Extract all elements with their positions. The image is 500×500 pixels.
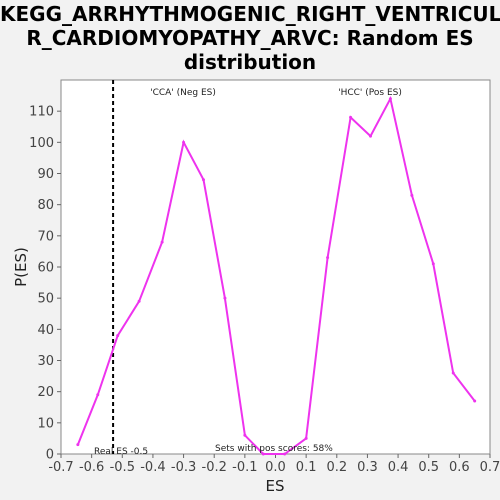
data-point (201, 178, 205, 182)
data-point (116, 334, 120, 338)
x-tick-label: -0.5 (110, 460, 135, 475)
y-axis: 0 10 20 30 40 50 60 70 80 90 100 110 (29, 105, 61, 463)
chart-title-line-2: R_CARDIOMYOPATHY_ARVC: Random ES (26, 26, 474, 50)
x-axis: -0.7 -0.6 -0.5 -0.4 -0.3 -0.2 -0.1 0.0 0.1 0.2 0.3… (48, 454, 500, 475)
x-tick-label: 0.2 (326, 460, 347, 475)
data-point (160, 240, 164, 244)
y-tick-label: 80 (37, 198, 54, 213)
series-line (76, 95, 476, 455)
y-tick-label: 10 (37, 416, 54, 431)
neg-es-label: 'CCA' (Neg ES) (150, 88, 216, 98)
x-tick-label: 0.7 (480, 460, 500, 475)
data-point (137, 299, 141, 303)
chart-title-line-3: distribution (183, 50, 317, 74)
y-tick-label: 90 (37, 167, 54, 182)
data-point (223, 296, 227, 300)
x-tick-label: -0.2 (202, 460, 227, 475)
x-tick-label: 0.0 (265, 460, 286, 475)
data-point (304, 436, 308, 440)
plot-area (60, 79, 491, 455)
y-tick-label: 50 (37, 292, 54, 307)
chart-title: KEGG_ARRHYTHMOGENIC_RIGHT_VENTRICULA R_C… (0, 2, 500, 74)
data-point (473, 399, 477, 403)
data-point (283, 452, 287, 456)
x-tick-label: -0.3 (171, 460, 196, 475)
data-point (76, 443, 80, 447)
chart-title-line-1: KEGG_ARRHYTHMOGENIC_RIGHT_VENTRICULA (0, 2, 500, 26)
y-tick-label: 40 (37, 323, 54, 338)
y-tick-label: 30 (37, 354, 54, 369)
y-tick-label: 20 (37, 385, 54, 400)
data-point (451, 371, 455, 375)
x-axis-label: ES (266, 477, 285, 495)
data-point (431, 262, 435, 266)
x-tick-label: -0.1 (232, 460, 257, 475)
y-tick-label: 100 (29, 136, 54, 151)
x-tick-label: 0.5 (418, 460, 439, 475)
x-tick-label: -0.7 (48, 460, 73, 475)
data-point (243, 433, 247, 437)
real-es-label: Real ES -0.5 (94, 447, 148, 457)
x-tick-label: -0.6 (79, 460, 104, 475)
x-tick-label: -0.4 (140, 460, 165, 475)
y-tick-label: 0 (46, 448, 54, 463)
y-tick-label: 70 (37, 229, 54, 244)
sets-pos-scores-label: Sets with pos scores: 58% (215, 444, 333, 454)
y-axis-label: P(ES) (12, 247, 30, 287)
data-point (410, 193, 414, 197)
data-point (349, 115, 353, 119)
pos-es-label: 'HCC' (Pos ES) (338, 88, 402, 98)
y-tick-label: 60 (37, 261, 54, 276)
y-tick-label: 110 (29, 105, 54, 120)
data-point (96, 393, 100, 397)
x-tick-label: 0.3 (357, 460, 378, 475)
x-tick-label: 0.6 (449, 460, 470, 475)
data-point (388, 97, 392, 101)
data-point (182, 140, 186, 144)
data-point (326, 256, 330, 260)
data-point (261, 452, 265, 456)
series-points (76, 97, 477, 456)
x-tick-label: 0.4 (388, 460, 409, 475)
data-point (368, 134, 372, 138)
x-tick-label: 0.1 (296, 460, 317, 475)
